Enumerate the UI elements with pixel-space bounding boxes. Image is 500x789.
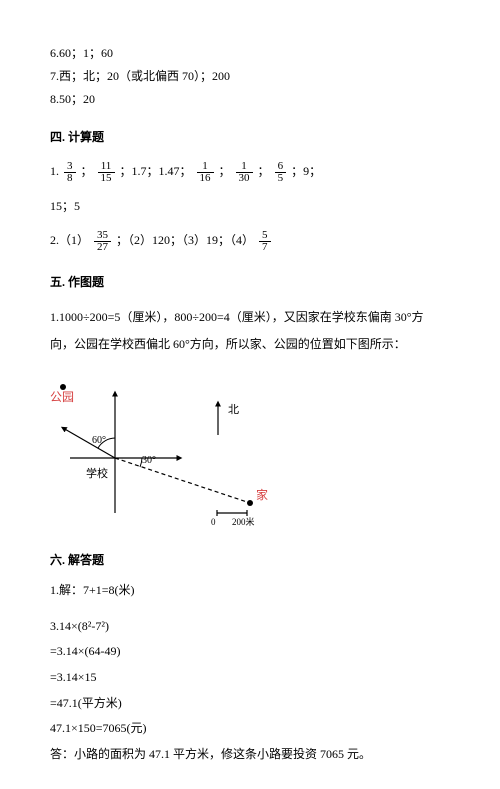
s5-line2: 向，公园在学校西偏北 60°方向，所以家、公园的位置如下图所示： xyxy=(50,337,406,351)
frac-3-8: 3 8 xyxy=(64,161,76,184)
frac-5-7: 5 7 xyxy=(259,230,271,253)
label-scale0: 0 xyxy=(211,517,216,527)
frac-1-16: 1 16 xyxy=(197,161,214,184)
section-5-title: 五. 作图题 xyxy=(50,273,450,292)
s6-l4: =3.14×15 xyxy=(50,667,450,689)
intro-line-7: 7.西；北；20（或北偏西 70）；200 xyxy=(50,67,450,86)
s6-l6: 47.1×150=7065(元) xyxy=(50,718,450,740)
label-park: 公园 xyxy=(50,390,74,404)
q2-part2: ；（2）120；（3）19；（4） xyxy=(116,233,257,247)
calc-q1-row1: 1. 3 8 ； 11 15 ；1.7；1.47； 1 16 ； 1 30 ； … xyxy=(50,157,450,186)
s5-line1: 1.1000÷200=5（厘米），800÷200=4（厘米），又因家在学校东偏南… xyxy=(50,310,424,324)
q1-lead: 1. xyxy=(50,164,62,178)
label-30: 30° xyxy=(142,455,156,466)
s6-l3: =3.14×(64-49) xyxy=(50,641,450,663)
label-north: 北 xyxy=(228,403,239,416)
frac-35-27: 35 27 xyxy=(94,230,111,253)
q1-sep1: ； xyxy=(81,164,96,178)
section-6-answer: 1.解：7+1=8(米) 3.14×(8²-7²) =3.14×(64-49) … xyxy=(50,580,450,765)
s6-l7: 答：小路的面积为 47.1 平方米，修这条小路要投资 7065 元。 xyxy=(50,744,450,766)
page: 6.60；1；60 7.西；北；20（或北偏西 70）；200 8.50；20 … xyxy=(0,0,500,789)
diagram-svg: 北 公园 学校 家 60° 30° 0 200米 xyxy=(50,373,310,533)
section-5-para: 1.1000÷200=5（厘米），800÷200=4（厘米），又因家在学校东偏南… xyxy=(50,304,450,357)
intro-line-8: 8.50；20 xyxy=(50,90,450,109)
q1-sep3: ； xyxy=(219,164,234,178)
label-home: 家 xyxy=(256,487,268,502)
q1-sep2: ；1.7；1.47； xyxy=(120,164,195,178)
s6-l1: 1.解：7+1=8(米) xyxy=(50,580,450,602)
label-scale200: 200米 xyxy=(232,516,255,527)
frac-11-15: 11 15 xyxy=(98,161,115,184)
frac-1-30: 1 30 xyxy=(236,161,253,184)
s6-l5: =47.1(平方米) xyxy=(50,693,450,715)
calc-q2-row: 2.（1） 35 27 ；（2）120；（3）19；（4） 5 7 xyxy=(50,226,450,255)
direction-diagram: 北 公园 学校 家 60° 30° 0 200米 xyxy=(50,373,450,533)
s6-l2: 3.14×(8²-7²) xyxy=(50,616,450,638)
calc-q1-row2: 15；5 xyxy=(50,192,450,221)
frac-6-5: 6 5 xyxy=(275,161,287,184)
section-4-title: 四. 计算题 xyxy=(50,128,450,147)
section-6-title: 六. 解答题 xyxy=(50,551,450,570)
label-school: 学校 xyxy=(86,466,108,480)
label-60: 60° xyxy=(92,435,106,446)
q2-lead: 2.（1） xyxy=(50,233,92,247)
q1-sep4: ； xyxy=(258,164,273,178)
q1-sep5: ；9； xyxy=(291,164,321,178)
intro-line-6: 6.60；1；60 xyxy=(50,44,450,63)
